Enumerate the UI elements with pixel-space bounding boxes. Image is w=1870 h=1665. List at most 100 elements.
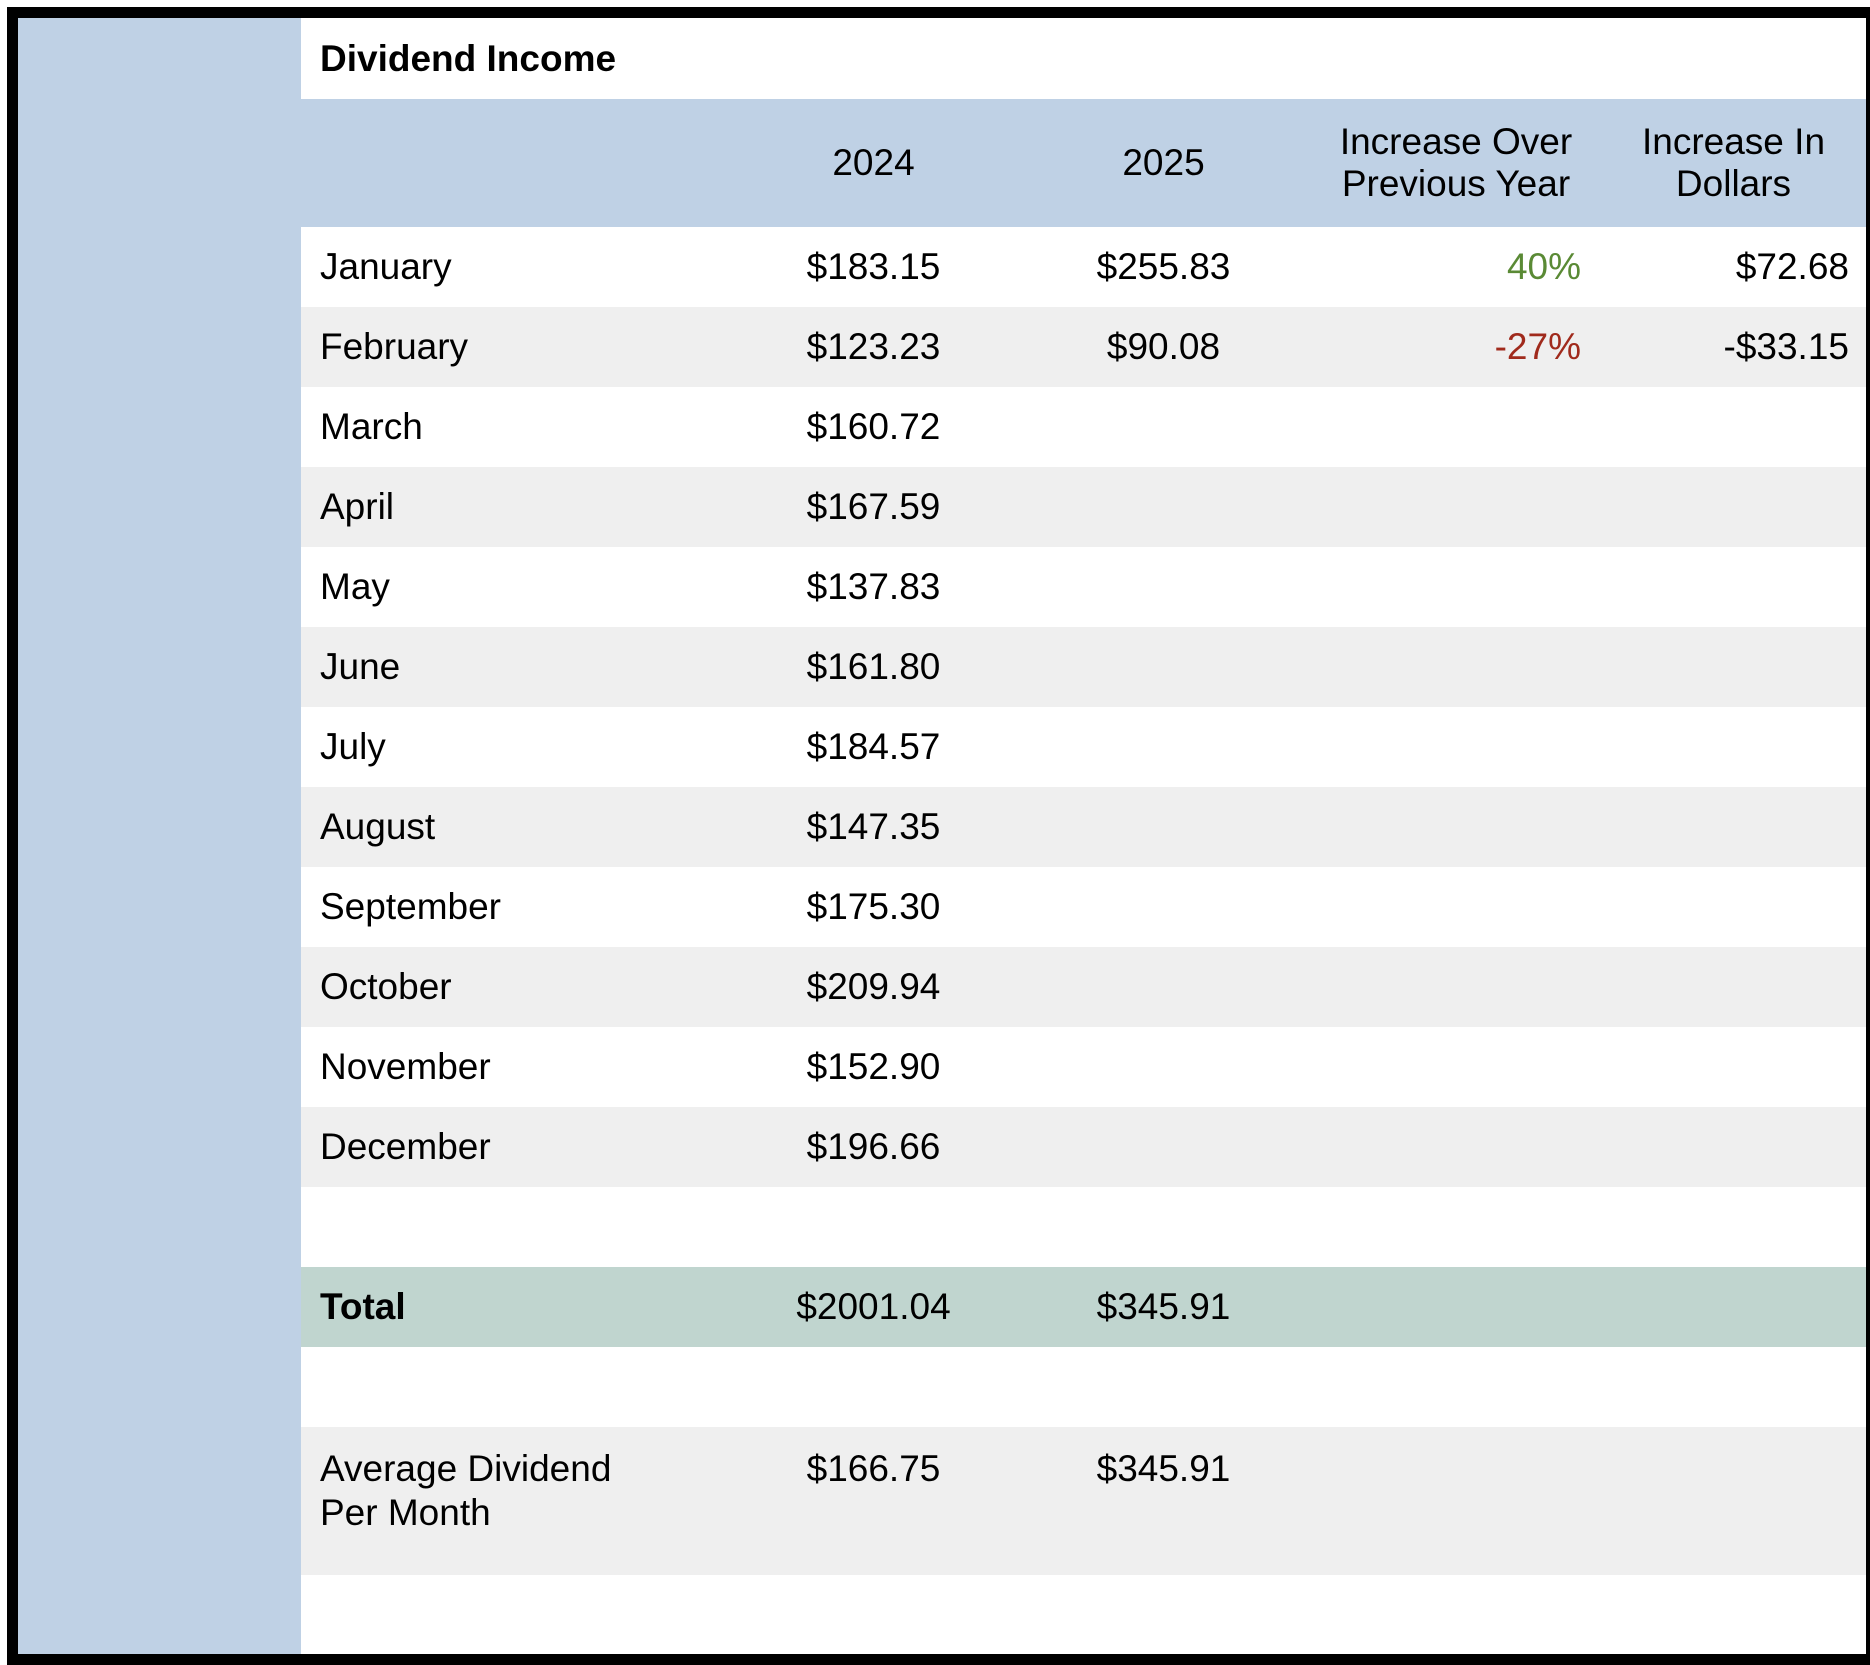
increase-dollars-cell[interactable] — [1601, 867, 1866, 947]
table-row: May $137.83 — [301, 547, 1866, 627]
month-cell[interactable]: June — [301, 627, 731, 707]
value-2024-cell[interactable]: $184.57 — [806, 726, 941, 767]
table-cell[interactable] — [731, 1187, 1016, 1267]
average-label-line1: Average Dividend — [320, 1448, 612, 1489]
table-cell[interactable] — [301, 1575, 731, 1654]
value-2025-cell[interactable] — [1016, 1027, 1311, 1107]
increase-dollars-cell[interactable] — [1601, 547, 1866, 627]
increase-dollars-cell[interactable] — [1601, 627, 1866, 707]
table-cell[interactable] — [1311, 1187, 1601, 1267]
value-2024-cell[interactable]: $209.94 — [731, 947, 1016, 1027]
header-increase-percent[interactable]: Increase Over Previous Year — [1311, 99, 1601, 227]
table-cell[interactable] — [731, 1575, 1016, 1654]
increase-dollars-cell[interactable] — [1601, 787, 1866, 867]
value-2025-cell[interactable] — [1016, 947, 1311, 1027]
month-cell[interactable]: July — [320, 726, 386, 767]
total-label[interactable]: Total — [301, 1267, 731, 1347]
increase-percent-cell[interactable] — [1311, 947, 1601, 1027]
increase-percent-cell[interactable] — [1311, 787, 1601, 867]
total-2024[interactable]: $2001.04 — [731, 1267, 1016, 1347]
table-cell[interactable] — [731, 1347, 1016, 1427]
month-cell[interactable]: March — [320, 406, 423, 447]
table-cell[interactable] — [1311, 1267, 1601, 1347]
table-cell[interactable] — [1601, 1347, 1866, 1427]
value-2025-cell[interactable] — [1016, 1107, 1311, 1187]
value-2025-cell[interactable]: $90.08 — [1016, 307, 1311, 387]
table-row: December $196.66 — [301, 1107, 1866, 1187]
value-2025-cell[interactable] — [1016, 627, 1311, 707]
header-2024[interactable]: 2024 — [731, 99, 1016, 227]
table-cell[interactable] — [1311, 1427, 1601, 1575]
increase-percent-cell[interactable] — [1311, 547, 1601, 627]
value-2025-cell[interactable] — [1016, 467, 1311, 547]
table-cell[interactable] — [301, 1347, 731, 1427]
increase-dollars-cell[interactable] — [1601, 1027, 1866, 1107]
value-2024-cell[interactable]: $175.30 — [806, 886, 941, 927]
month-cell[interactable]: November — [320, 1046, 491, 1087]
increase-dollars-cell[interactable] — [1601, 1107, 1866, 1187]
increase-dollars-cell[interactable] — [1601, 467, 1866, 547]
table-row: September $175.30 — [301, 867, 1866, 947]
table-cell[interactable] — [1601, 1575, 1866, 1654]
increase-percent-cell[interactable] — [1311, 387, 1601, 467]
increase-dollars-cell[interactable]: -$33.15 — [1601, 307, 1866, 387]
value-2025-cell[interactable] — [1016, 787, 1311, 867]
table-cell[interactable] — [1311, 1347, 1601, 1427]
left-panel — [18, 18, 301, 1654]
increase-percent-cell[interactable] — [1311, 627, 1601, 707]
increase-percent-cell[interactable] — [1311, 1027, 1601, 1107]
increase-percent-cell[interactable] — [1311, 467, 1601, 547]
value-2024-cell[interactable]: $152.90 — [806, 1046, 941, 1087]
month-cell[interactable]: May — [320, 566, 390, 607]
increase-dollars-cell[interactable] — [1601, 947, 1866, 1027]
table-row: October $209.94 — [301, 947, 1866, 1027]
value-2025-cell[interactable]: $255.83 — [1096, 246, 1231, 287]
month-cell[interactable]: October — [301, 947, 731, 1027]
table-cell[interactable] — [1016, 1347, 1311, 1427]
value-2025-cell[interactable] — [1016, 867, 1311, 947]
month-cell[interactable]: September — [320, 886, 501, 927]
table-cell[interactable] — [1311, 1575, 1601, 1654]
header-row: 2024 2025 Increase Over Previous Year In… — [301, 99, 1866, 227]
value-2024-cell[interactable]: $196.66 — [731, 1107, 1016, 1187]
month-cell[interactable]: August — [301, 787, 731, 867]
increase-percent-cell[interactable] — [1311, 707, 1601, 787]
table-cell[interactable] — [301, 1187, 731, 1267]
increase-percent-cell[interactable] — [1311, 867, 1601, 947]
increase-dollars-cell[interactable] — [1601, 387, 1866, 467]
value-2025-cell[interactable] — [1016, 547, 1311, 627]
average-2024[interactable]: $166.75 — [731, 1427, 1016, 1575]
table-cell[interactable] — [1601, 1187, 1866, 1267]
table-cell[interactable] — [1601, 1267, 1866, 1347]
header-2025[interactable]: 2025 — [1016, 99, 1311, 227]
value-2024-cell[interactable]: $147.35 — [731, 787, 1016, 867]
average-2025[interactable]: $345.91 — [1016, 1427, 1311, 1575]
table-cell[interactable] — [1016, 1187, 1311, 1267]
total-2025[interactable]: $345.91 — [1016, 1267, 1311, 1347]
increase-percent-cell[interactable]: 40% — [1506, 246, 1581, 287]
header-increase-dollars[interactable]: Increase In Dollars — [1601, 99, 1866, 227]
month-cell[interactable]: January — [320, 246, 452, 287]
value-2024-cell[interactable]: $183.15 — [806, 246, 941, 287]
month-cell[interactable]: December — [301, 1107, 731, 1187]
average-label[interactable]: Average Dividend Per Month — [301, 1427, 731, 1575]
blank-row — [301, 1347, 1866, 1427]
table-cell[interactable] — [1016, 1575, 1311, 1654]
month-cell[interactable]: April — [301, 467, 731, 547]
value-2024-cell[interactable]: $137.83 — [806, 566, 941, 607]
table-cell[interactable] — [1601, 1427, 1866, 1575]
value-2025-cell[interactable] — [1016, 387, 1311, 467]
value-2024-cell[interactable]: $160.72 — [806, 406, 941, 447]
value-2024-cell[interactable]: $167.59 — [731, 467, 1016, 547]
value-2024-cell[interactable]: $123.23 — [731, 307, 1016, 387]
value-2024-cell[interactable]: $161.80 — [731, 627, 1016, 707]
dividend-table: 2024 2025 Increase Over Previous Year In… — [301, 99, 1866, 1654]
table-row: January $183.15 $255.83 40% $72.68 — [301, 227, 1866, 307]
increase-dollars-cell[interactable]: $72.68 — [1735, 246, 1849, 287]
month-cell[interactable]: February — [301, 307, 731, 387]
increase-percent-cell[interactable] — [1311, 1107, 1601, 1187]
value-2025-cell[interactable] — [1016, 707, 1311, 787]
header-label-cell[interactable] — [301, 99, 731, 227]
increase-percent-cell[interactable]: -27% — [1311, 307, 1601, 387]
increase-dollars-cell[interactable] — [1601, 707, 1866, 787]
